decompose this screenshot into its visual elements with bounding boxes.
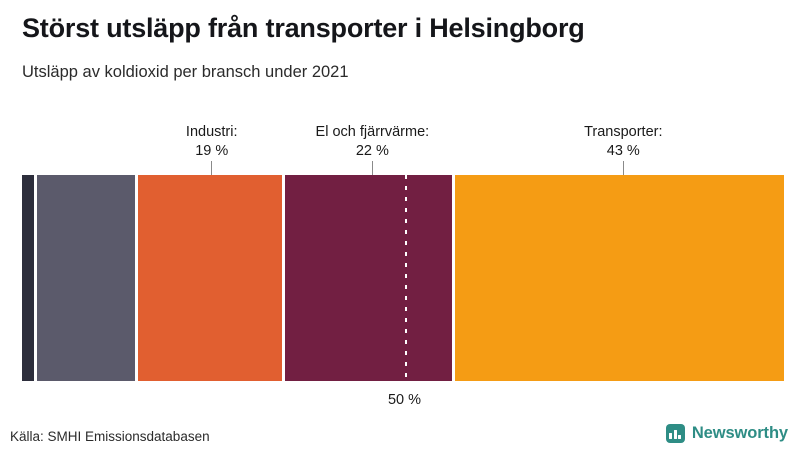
bar-annotation-value: 19 % — [195, 143, 229, 159]
bar-annotation: Industri: 19 % — [62, 123, 362, 161]
bar-segment — [284, 175, 452, 381]
bar-annotation-name: El och fjärrvärme: — [315, 124, 430, 140]
bar-annotation-value: 22 % — [355, 143, 389, 159]
bar-annotation-name: Industri: — [185, 124, 238, 140]
bar-annotation: Transporter: 43 % — [473, 123, 773, 161]
chart-subtitle: Utsläpp av koldioxid per bransch under 2… — [22, 63, 349, 81]
newsworthy-logo: Newsworthy — [665, 424, 788, 443]
reference-line-50 — [404, 175, 407, 381]
bar-annotation-name: Transporter: — [584, 124, 663, 140]
stacked-bar — [22, 175, 787, 381]
bar-annotation-tick — [210, 161, 213, 175]
bar-segment — [37, 175, 135, 381]
bar-annotation-value: 43 % — [606, 143, 640, 159]
bar-chart-icon — [665, 424, 685, 443]
bar-segment — [137, 175, 282, 381]
bar-annotation: El och fjärrvärme: 22 % — [222, 123, 522, 161]
source-note: Källa: SMHI Emissionsdatabasen — [10, 429, 210, 444]
chart-title: Störst utsläpp från transporter i Helsin… — [22, 13, 585, 43]
bar-annotation-tick — [622, 161, 625, 175]
brand-name: Newsworthy — [691, 424, 788, 442]
bar-segment — [22, 175, 35, 381]
bar-segment — [454, 175, 784, 381]
bar-annotation-tick — [371, 161, 374, 175]
reference-line-label: 50 % — [387, 392, 422, 408]
